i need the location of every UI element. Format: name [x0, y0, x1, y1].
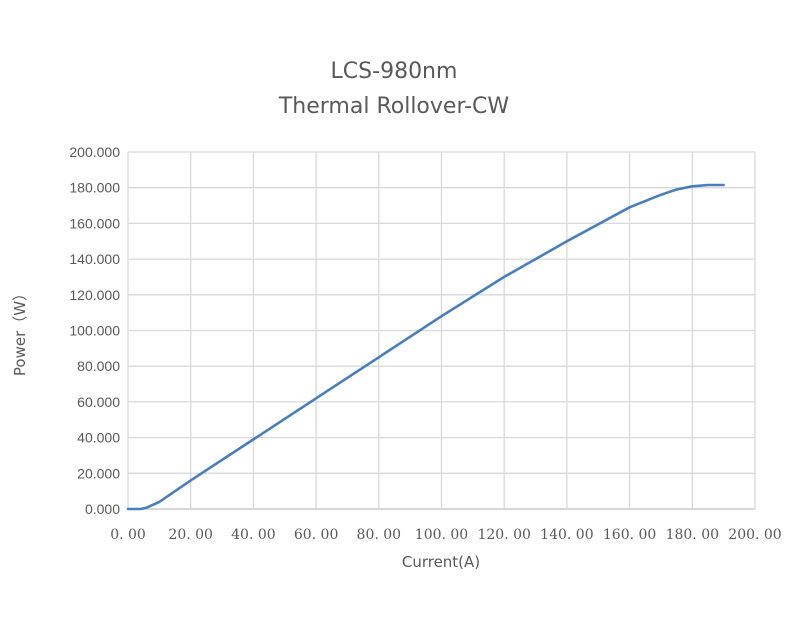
chart-subtitle: Thermal Rollover-CW: [278, 94, 510, 119]
series-group: [126, 183, 725, 511]
y-tick-label: 60.000: [77, 394, 120, 410]
x-axis-label: Current(A): [402, 553, 480, 571]
y-tick-label: 20.000: [77, 465, 120, 481]
y-tick-label: 200.000: [69, 144, 120, 160]
y-tick-label: 80.000: [77, 358, 120, 374]
y-tick-label: 160.000: [69, 215, 120, 231]
x-tick-label: 100. 00: [415, 527, 468, 543]
y-tick-label: 180.000: [69, 180, 120, 196]
y-tick-label: 100.000: [69, 323, 120, 339]
x-tick-label: 200. 00: [728, 527, 781, 543]
y-axis-ticks: 0.000 20.000 40.000 60.000 80.000 100.000 120.…: [69, 144, 120, 517]
x-tick-label: 180. 00: [666, 527, 719, 543]
x-tick-label: 120. 00: [477, 527, 530, 543]
x-tick-label: 40. 00: [231, 527, 276, 543]
chart-title: LCS-980nm: [331, 59, 458, 84]
x-axis-ticks: 0. 00 20. 00 40. 00 60. 00 80. 00 100. 00 120.…: [110, 527, 782, 543]
y-tick-label: 120.000: [69, 287, 120, 303]
y-tick-label: 40.000: [77, 430, 120, 446]
gridlines: [127, 151, 756, 510]
y-tick-label: 140.000: [69, 251, 120, 267]
x-tick-label: 140. 00: [540, 527, 593, 543]
x-tick-label: 60. 00: [294, 527, 339, 543]
y-axis-label: Power（W）: [11, 286, 29, 376]
x-tick-label: 80. 00: [357, 527, 402, 543]
x-tick-label: 20. 00: [168, 527, 213, 543]
y-tick-label: 0.000: [85, 501, 120, 517]
x-tick-label: 160. 00: [603, 527, 656, 543]
series-line-power: [126, 183, 725, 511]
x-tick-label: 0. 00: [110, 527, 146, 543]
